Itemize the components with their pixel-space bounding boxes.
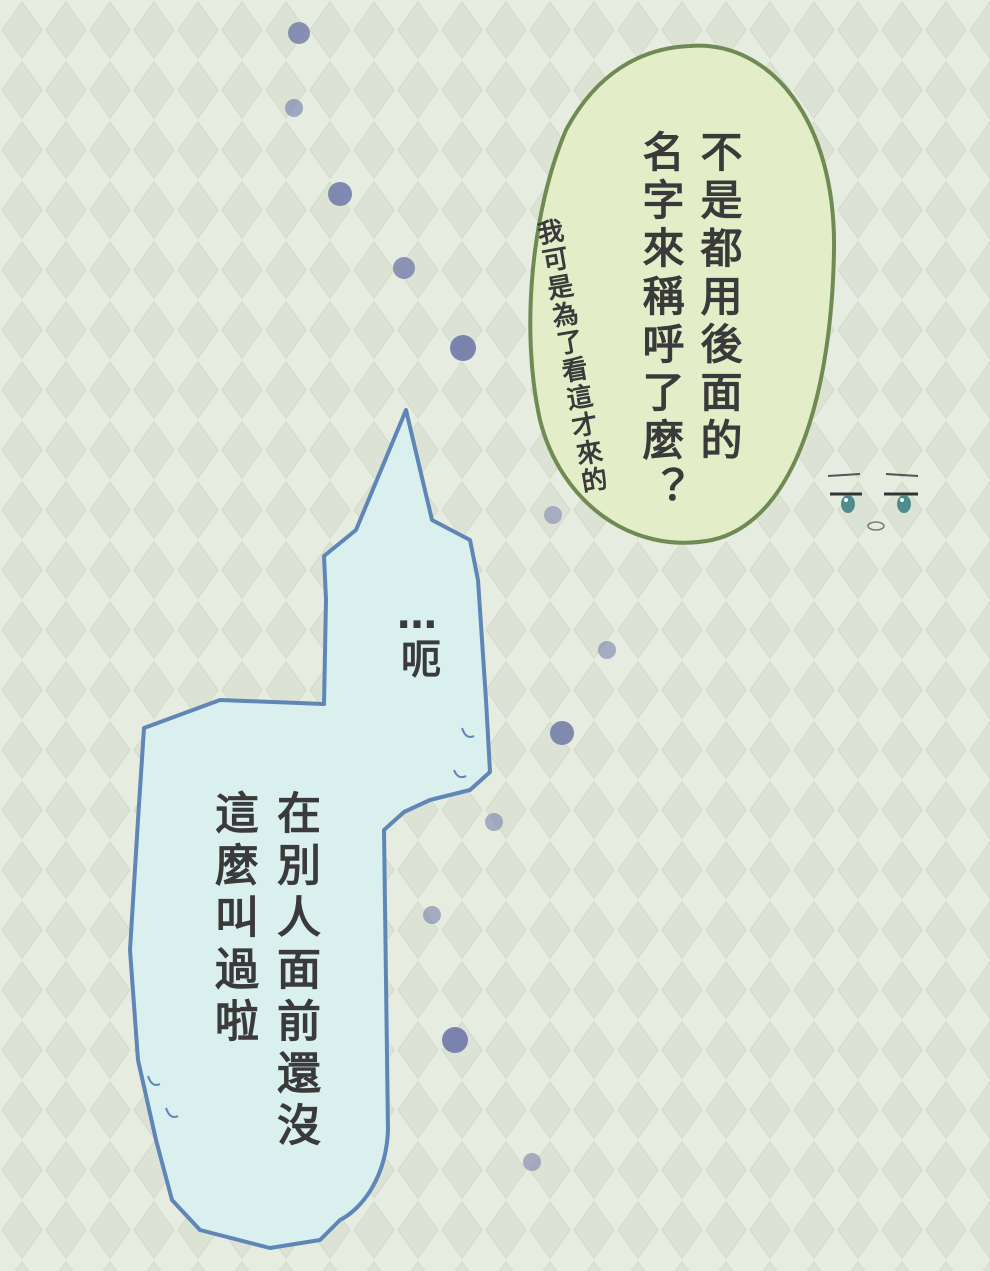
dot [285, 99, 303, 117]
dot [328, 182, 352, 206]
dot [288, 22, 310, 44]
dot [450, 335, 476, 361]
dot-trail [285, 22, 616, 1171]
green-bubble-line-1: 不是都用後面的 [694, 130, 743, 466]
bubble-drip-marks [147, 727, 475, 1118]
blue-bubble-ellipsis: …呃 [394, 592, 440, 678]
green-speech-bubble [528, 43, 837, 545]
blue-bubble-line-2: 這麼叫過啦 [207, 790, 258, 1050]
dot [393, 257, 415, 279]
dot [598, 641, 616, 659]
blue-bubble-line-1: 在別人面前還沒 [269, 790, 320, 1154]
green-bubble-line-2: 名字來稱呼了麼？ [636, 130, 685, 514]
dot [442, 1027, 468, 1053]
dot [550, 721, 574, 745]
blue-speech-bubble [128, 408, 492, 1250]
dot [485, 813, 503, 831]
dot [544, 506, 562, 524]
peeking-face-icon [827, 473, 919, 531]
dot [523, 1153, 541, 1171]
dot [423, 906, 441, 924]
